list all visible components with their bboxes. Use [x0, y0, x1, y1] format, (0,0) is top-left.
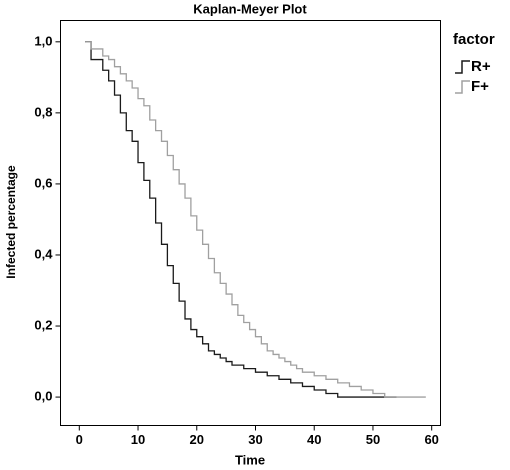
- x-tick-label: 20: [190, 432, 204, 447]
- survival-curve: [85, 41, 426, 398]
- y-tick-label: 0,8: [34, 104, 52, 119]
- legend-swatch: [455, 60, 470, 74]
- legend-swatch: [455, 80, 470, 94]
- y-tick-label: 0,6: [34, 175, 52, 190]
- survival-curve: [85, 41, 397, 398]
- legend-label: R+: [471, 58, 491, 75]
- plot-frame: [60, 20, 441, 426]
- legend-title: factor: [453, 31, 495, 48]
- y-tick-label: 0,0: [34, 389, 52, 404]
- x-tick-label: 60: [424, 432, 438, 447]
- y-tick-label: 0,4: [34, 246, 53, 261]
- x-tick-label: 0: [76, 432, 83, 447]
- x-tick-label: 30: [248, 432, 262, 447]
- y-tick-label: 1,0: [34, 33, 52, 48]
- legend-label: F+: [471, 78, 489, 95]
- x-tick-label: 50: [366, 432, 380, 447]
- chart-title: Kaplan-Meyer Plot: [193, 1, 307, 16]
- y-tick-label: 0,2: [34, 317, 52, 332]
- x-tick-label: 40: [307, 432, 321, 447]
- x-tick-label: 10: [131, 432, 145, 447]
- y-axis-label: Infected percentage: [4, 165, 18, 279]
- x-axis-label: Time: [235, 452, 265, 467]
